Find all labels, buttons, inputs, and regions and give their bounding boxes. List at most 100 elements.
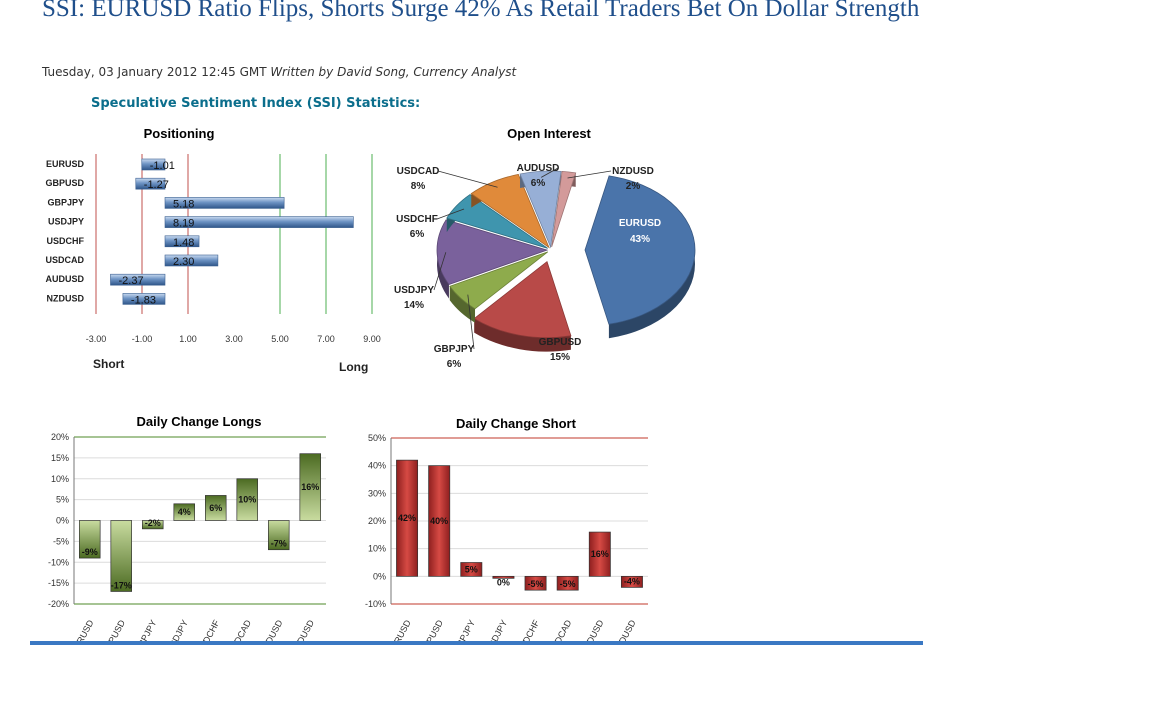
ssi-charts-svg: Positioning EURUSD -1.01 GBPUSD -1.27 GBPJPY 5… [45, 126, 696, 657]
shorts-y-tick: 10% [368, 544, 386, 554]
pie-pct-eurusd: 43% [630, 234, 650, 245]
pie-slice-gbpjpy [449, 251, 549, 310]
shorts-bar-usdjpy [492, 575, 515, 579]
article-author: Written by David Song, Currency Analyst [270, 65, 517, 79]
shorts-y-tick: 30% [368, 488, 386, 498]
positioning-category-gbpusd: GBPUSD [45, 178, 84, 188]
positioning-value-label: 2.30 [173, 256, 194, 268]
pie-label-audusd: AUDUSD [517, 163, 560, 174]
open-interest-chart: Open Interest EURUSD 43% GBPUSD 15% GBPJPY 6% U… [394, 126, 696, 370]
pie-label-usdcad: USDCAD [397, 166, 440, 177]
section-divider [30, 641, 923, 645]
positioning-category-gbpjpy: GBPJPY [47, 197, 84, 207]
shorts-y-tick: 20% [368, 516, 386, 526]
positioning-x-tick: 3.00 [225, 334, 243, 344]
shorts-value-label: -5% [528, 579, 544, 589]
positioning-value-label: -1.27 [144, 179, 169, 191]
positioning-value-label: 8.19 [173, 218, 194, 230]
positioning-bar-nzdusd [122, 293, 166, 305]
shorts-value-label: 0% [497, 577, 510, 587]
longs-bar-eurusd [79, 520, 101, 559]
pie-pct-usdcad: 8% [411, 181, 426, 192]
pie-label-usdchf: USDCHF [396, 214, 438, 225]
longs-y-tick: -10% [48, 557, 69, 567]
shorts-value-label: -5% [560, 579, 576, 589]
pie-slice-usdchf [446, 194, 548, 249]
positioning-category-eurusd: EURUSD [46, 159, 85, 169]
positioning-bar-gbpusd [135, 177, 166, 190]
positioning-bar-usdjpy [164, 216, 354, 228]
positioning-category-usdjpy: USDJPY [48, 217, 84, 227]
shorts-value-label: 16% [591, 549, 609, 559]
longs-bar-usdchf [205, 495, 227, 521]
pie-pct-gbpusd: 15% [550, 352, 570, 363]
positioning-value-label: -1.01 [150, 160, 175, 172]
longs-y-tick: -5% [53, 536, 69, 546]
shorts-bar-gbpjpy [460, 562, 483, 577]
positioning-value-label: 1.48 [173, 237, 194, 249]
longs-value-label: 6% [209, 503, 222, 513]
positioning-category-usdchf: USDCHF [47, 236, 85, 246]
pie-leader-line [433, 252, 447, 291]
pie-label-eurusd: EURUSD [619, 218, 661, 229]
longs-bar-gbpusd [110, 520, 132, 592]
positioning-bar-audusd [110, 273, 166, 286]
longs-bar-audusd [268, 520, 290, 551]
pie-leader-line [436, 208, 465, 220]
positioning-bar-gbpjpy [164, 197, 285, 209]
shorts-y-tick: 40% [368, 461, 386, 471]
longs-y-tick: 0% [56, 516, 69, 526]
positioning-category-audusd: AUDUSD [45, 274, 84, 284]
shorts-y-tick: -10% [365, 599, 386, 609]
pie-pct-usdjpy: 14% [404, 300, 424, 311]
pie-leader-line [567, 170, 612, 179]
pie-pct-audusd: 6% [531, 178, 546, 189]
shorts-value-label: 42% [398, 513, 416, 523]
positioning-category-nzdusd: NZDUSD [47, 293, 85, 303]
longs-bar-nzdusd [299, 453, 321, 521]
ssi-section-title: Speculative Sentiment Index (SSI) Statis… [91, 96, 421, 111]
shorts-bar-usdcad [556, 575, 579, 591]
positioning-chart: Positioning EURUSD -1.01 GBPUSD -1.27 GBPJPY 5… [45, 126, 380, 374]
pie-label-nzdusd: NZDUSD [612, 166, 654, 177]
pie-label-gbpjpy: GBPJPY [434, 344, 475, 355]
pie-leader-line [540, 167, 559, 178]
positioning-bar-eurusd [141, 158, 166, 171]
longs-bar-usdcad [236, 478, 258, 521]
positioning-bar-usdchf [164, 235, 200, 248]
longs-y-tick: -20% [48, 599, 69, 609]
pie-pct-usdchf: 6% [410, 229, 425, 240]
pie-leader-line [437, 170, 498, 188]
pie-slice-usdjpy [436, 219, 549, 286]
pie-slice-usdcad [470, 173, 550, 249]
pie-leader-line [467, 294, 475, 350]
daily-change-longs-chart: Daily Change Longs 20% 15% 10% 5% 0% -5% -10% -1… [48, 414, 326, 657]
pie-label-gbpusd: GBPUSD [539, 337, 582, 348]
positioning-value-label: 5.18 [173, 198, 194, 210]
shorts-bar-usdchf [524, 575, 547, 591]
positioning-value-label: -1.83 [131, 294, 156, 306]
positioning-bar-usdcad [164, 254, 219, 267]
daily-change-short-chart: Daily Change Short 50% 40% 30% 20% 10% 0% -10% 4… [365, 416, 648, 657]
shorts-y-tick: 50% [368, 433, 386, 443]
pie-slice-eurusd [584, 175, 696, 325]
longs-y-tick: 20% [51, 432, 69, 442]
longs-value-label: 4% [178, 507, 191, 517]
pie-slice-nzdusd [551, 170, 577, 248]
longs-value-label: -2% [145, 518, 161, 528]
longs-value-label: -17% [111, 580, 132, 590]
article-headline: SSI: EURUSD Ratio Flips, Shorts Surge 42… [42, 0, 920, 22]
positioning-title: Positioning [144, 126, 215, 141]
positioning-short-label: Short [93, 357, 124, 371]
pie-label-usdjpy: USDJPY [394, 285, 434, 296]
longs-y-tick: 5% [56, 495, 69, 505]
article-date: Tuesday, 03 January 2012 12:45 GMT [42, 65, 267, 79]
shorts-bar-nzdusd [620, 575, 643, 588]
longs-value-label: -9% [82, 547, 98, 557]
positioning-x-tick: 7.00 [317, 334, 335, 344]
shorts-title: Daily Change Short [456, 416, 577, 431]
positioning-category-usdcad: USDCAD [45, 255, 84, 265]
longs-y-tick: 15% [51, 453, 69, 463]
shorts-bar-audusd [588, 531, 611, 577]
pie-slice-gbpusd [473, 260, 572, 339]
